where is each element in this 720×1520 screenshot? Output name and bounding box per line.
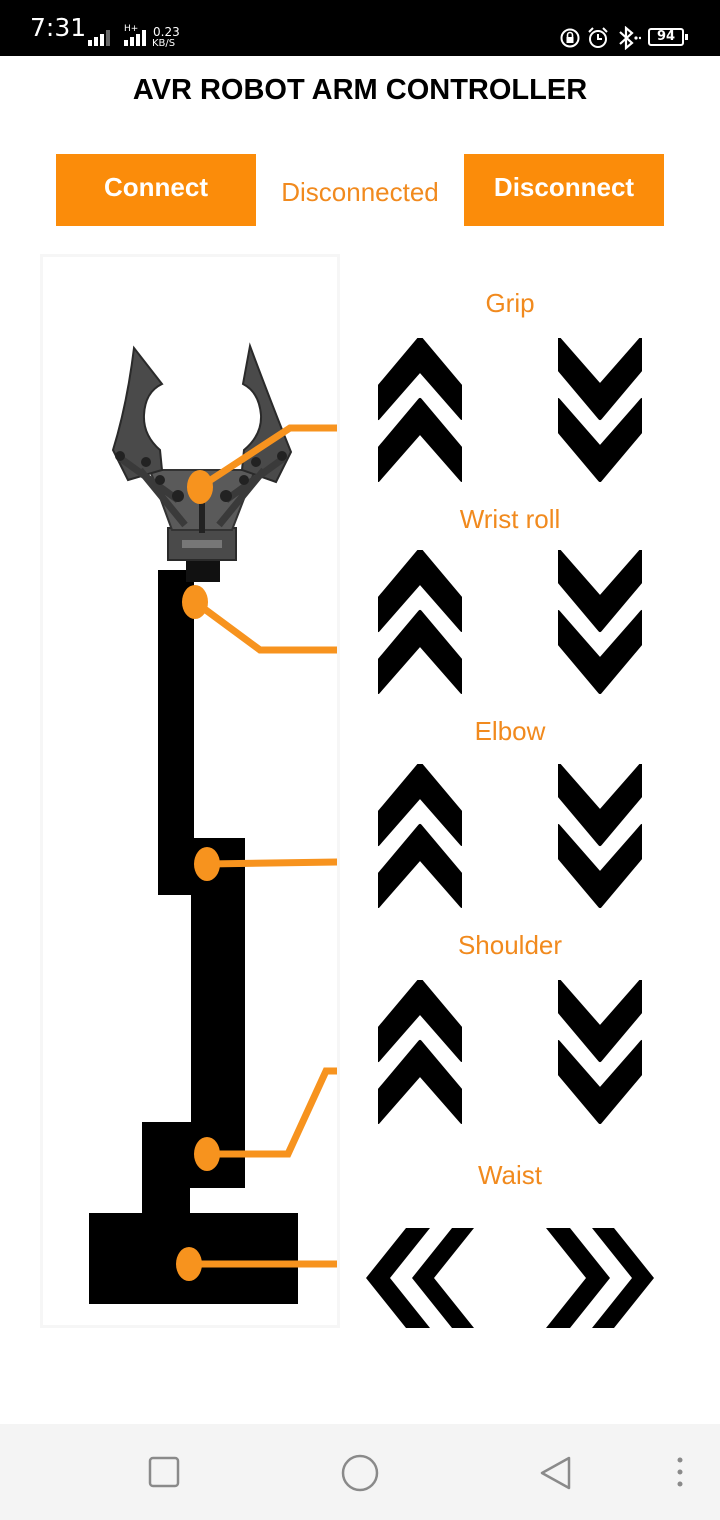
connection-status: Disconnected bbox=[281, 177, 439, 207]
double-chevron-right-icon bbox=[546, 1228, 654, 1328]
joint-label-elbow: Elbow bbox=[474, 716, 546, 746]
connect-button[interactable]: Connect bbox=[56, 154, 256, 226]
disconnect-button[interactable]: Disconnect bbox=[464, 154, 664, 226]
status-time: 7:31 bbox=[30, 13, 87, 42]
vpn-lock-icon bbox=[560, 28, 580, 48]
battery-level: 94 bbox=[656, 29, 676, 44]
double-chevron-left-icon bbox=[366, 1228, 474, 1328]
network-type: H+ bbox=[124, 24, 139, 34]
grip-down-button[interactable] bbox=[558, 338, 642, 482]
joint-label-wrist-roll: Wrist roll bbox=[459, 504, 561, 534]
grip-up-button[interactable] bbox=[378, 338, 462, 482]
bluetooth-icon bbox=[619, 26, 641, 50]
home-icon[interactable] bbox=[340, 1453, 380, 1493]
double-chevron-up-icon bbox=[378, 550, 462, 694]
wrist-roll-up-button[interactable] bbox=[378, 550, 462, 694]
system-nav-bar bbox=[0, 1424, 720, 1520]
double-chevron-down-icon bbox=[558, 980, 642, 1124]
waist-left-button[interactable] bbox=[366, 1228, 476, 1328]
data-rate-value: 0.23 bbox=[153, 25, 180, 39]
arm-body bbox=[89, 570, 298, 1304]
double-chevron-up-icon bbox=[378, 764, 462, 908]
elbow-up-button[interactable] bbox=[378, 764, 462, 908]
joint-label-shoulder: Shoulder bbox=[457, 930, 563, 960]
shoulder-up-button[interactable] bbox=[378, 980, 462, 1124]
waist-right-button[interactable] bbox=[544, 1228, 654, 1328]
data-rate-unit: KB/S bbox=[152, 38, 176, 49]
double-chevron-down-icon bbox=[558, 338, 642, 482]
waist-joint-marker bbox=[176, 1247, 202, 1281]
double-chevron-up-icon bbox=[378, 338, 462, 482]
double-chevron-up-icon bbox=[378, 980, 462, 1124]
joint-label-grip: Grip bbox=[485, 288, 535, 318]
elbow-down-button[interactable] bbox=[558, 764, 642, 908]
wrist-joint-marker bbox=[182, 585, 208, 619]
back-icon[interactable] bbox=[537, 1455, 573, 1491]
alarm-icon bbox=[588, 27, 608, 48]
more-options-icon[interactable] bbox=[674, 1456, 686, 1488]
gripper-image bbox=[111, 342, 293, 582]
wrist-roll-down-button[interactable] bbox=[558, 550, 642, 694]
double-chevron-down-icon bbox=[558, 764, 642, 908]
grip-joint-marker bbox=[187, 470, 213, 504]
battery-icon: 94 bbox=[648, 28, 684, 46]
joint-connectors bbox=[189, 424, 337, 1268]
joint-label-waist: Waist bbox=[477, 1160, 543, 1190]
recent-apps-icon[interactable] bbox=[148, 1456, 180, 1488]
robot-arm-diagram bbox=[40, 254, 340, 1328]
shoulder-joint-marker bbox=[194, 1137, 220, 1171]
page-title: AVR ROBOT ARM CONTROLLER bbox=[132, 74, 588, 106]
shoulder-down-button[interactable] bbox=[558, 980, 642, 1124]
status-bar: 7:31 H+ 0.23 KB/S 94 bbox=[0, 0, 720, 56]
elbow-joint-marker bbox=[194, 847, 220, 881]
double-chevron-down-icon bbox=[558, 550, 642, 694]
